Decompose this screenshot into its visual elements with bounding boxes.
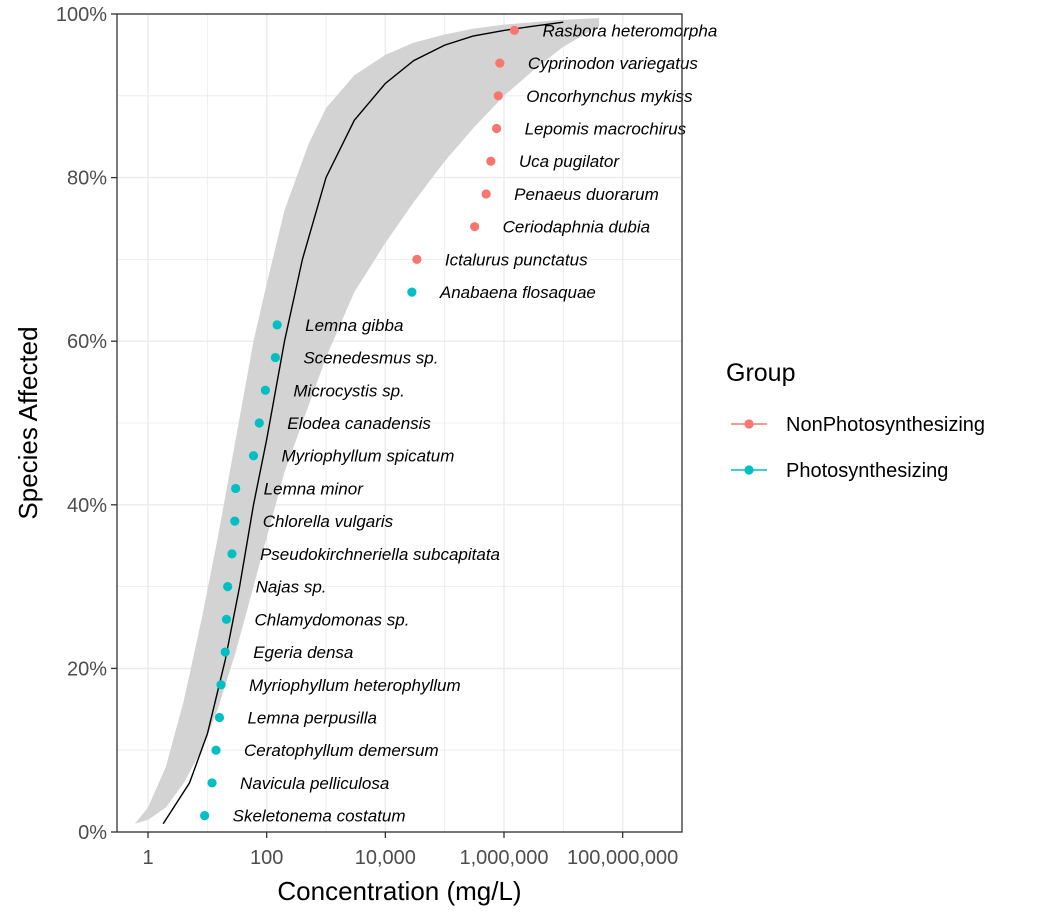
point-ceriodaphnia-dubia xyxy=(470,222,480,232)
point-cyprinodon-variegatus xyxy=(495,58,505,68)
point-myriophyllum-heterophyllum xyxy=(216,680,226,690)
label-myriophyllum-heterophyllum: Myriophyllum heterophyllum xyxy=(249,676,461,695)
point-rasbora-heteromorpha xyxy=(509,25,520,35)
point-scenedesmus-sp xyxy=(270,352,280,363)
confidence-band xyxy=(134,18,600,824)
point-egeria-densa xyxy=(220,647,230,657)
label-najas-sp: Najas sp. xyxy=(256,578,327,597)
species-labels: Skeletonema costatum Navicula pelliculosa… xyxy=(233,21,718,825)
panel-border xyxy=(116,13,683,833)
label-penaeus-duorarum: Penaeus duorarum xyxy=(514,185,659,204)
point-lemna-gibba xyxy=(272,320,282,330)
label-skeletonema-costatum: Skeletonema costatum xyxy=(233,807,406,826)
point-ictalurus-punctatus xyxy=(412,254,422,264)
point-chlamydomonas-sp xyxy=(221,614,232,624)
fitted-curve xyxy=(162,21,564,825)
point-lemna-perpusilla xyxy=(214,712,225,723)
label-ceratophyllum-demersum: Ceratophyllum demersum xyxy=(244,741,439,760)
label-lemna-perpusilla: Lemna perpusilla xyxy=(247,708,376,727)
x-axis-title: Concentration (mg/L) xyxy=(277,876,521,906)
point-ceratophyllum-demersum xyxy=(211,745,221,755)
label-ictalurus-punctatus: Ictalurus punctatus xyxy=(445,250,588,269)
label-navicula-pelliculosa: Navicula pelliculosa xyxy=(240,774,389,793)
label-scenedesmus-sp: Scenedesmus sp. xyxy=(303,349,438,368)
point-pseudokirchneriella-subcapitata xyxy=(227,549,237,559)
point-navicula-pelliculosa xyxy=(207,778,217,788)
y-tick-label: 40% xyxy=(67,495,107,517)
legend-label-photosynthesizing: Photosynthesizing xyxy=(786,460,948,482)
point-lepomis-macrochirus xyxy=(491,123,502,134)
label-microcystis-sp: Microcystis sp. xyxy=(293,381,404,400)
x-tick-label: 100 xyxy=(250,847,283,869)
point-anabaena-flosaquae xyxy=(407,287,417,297)
legend-label-nonphotosynthesizing: NonPhotosynthesizing xyxy=(786,414,985,436)
label-ceriodaphnia-dubia: Ceriodaphnia dubia xyxy=(503,218,650,237)
label-lemna-minor: Lemna minor xyxy=(264,479,365,498)
point-myriophyllum-spicatum xyxy=(248,451,259,461)
y-tick-label: 100% xyxy=(56,4,107,26)
label-chlorella-vulgaris: Chlorella vulgaris xyxy=(263,512,394,531)
label-oncorhynchus-mykiss: Oncorhynchus mykiss xyxy=(526,87,693,106)
y-tick-label: 80% xyxy=(67,168,107,190)
label-pseudokirchneriella-subcapitata: Pseudokirchneriella subcapitata xyxy=(260,545,500,564)
x-tick-label: 100,000,000 xyxy=(567,847,678,869)
legend-title: Group xyxy=(726,359,795,387)
y-tick-label: 0% xyxy=(78,822,107,844)
label-anabaena-flosaquae: Anabaena flosaquae xyxy=(439,283,596,302)
x-tick-label: 1,000,000 xyxy=(460,847,549,869)
legend-key-photosynthesizing xyxy=(744,465,754,475)
x-tick-label: 10,000 xyxy=(355,847,416,869)
label-egeria-densa: Egeria densa xyxy=(253,643,353,662)
y-tick-label: 20% xyxy=(67,658,107,680)
point-microcystis-sp xyxy=(260,385,270,395)
x-axis: 1 100 10,000 1,000,000 100,000,000 xyxy=(142,832,678,869)
label-elodea-canadensis: Elodea canadensis xyxy=(287,414,431,433)
y-axis-title: Species Affected xyxy=(13,326,43,519)
point-elodea-canadensis xyxy=(254,418,264,428)
label-uca-pugilator: Uca pugilator xyxy=(519,152,621,171)
point-uca-pugilator xyxy=(486,156,496,166)
y-axis: 0% 20% 40% 60% 80% 100% xyxy=(56,4,117,844)
label-rasbora-heteromorpha: Rasbora heteromorpha xyxy=(542,21,717,40)
point-chlorella-vulgaris xyxy=(230,516,240,526)
legend-key-nonphotosynthesizing xyxy=(744,419,754,429)
label-chlamydomonas-sp: Chlamydomonas sp. xyxy=(254,610,409,629)
point-lemna-minor xyxy=(231,483,241,494)
point-najas-sp xyxy=(223,582,233,592)
point-oncorhynchus-mykiss xyxy=(493,91,503,101)
y-tick-label: 60% xyxy=(67,331,107,353)
point-penaeus-duorarum xyxy=(481,189,491,199)
legend: Group NonPhotosynthesizing Photosynthesiz… xyxy=(726,359,985,482)
label-cyprinodon-variegatus: Cyprinodon variegatus xyxy=(528,54,699,73)
x-tick-label: 1 xyxy=(142,847,153,869)
label-lepomis-macrochirus: Lepomis macrochirus xyxy=(525,120,687,139)
label-myriophyllum-spicatum: Myriophyllum spicatum xyxy=(282,447,455,466)
point-skeletonema-costatum xyxy=(200,811,210,821)
data-points xyxy=(200,25,520,821)
label-lemna-gibba: Lemna gibba xyxy=(305,316,403,335)
